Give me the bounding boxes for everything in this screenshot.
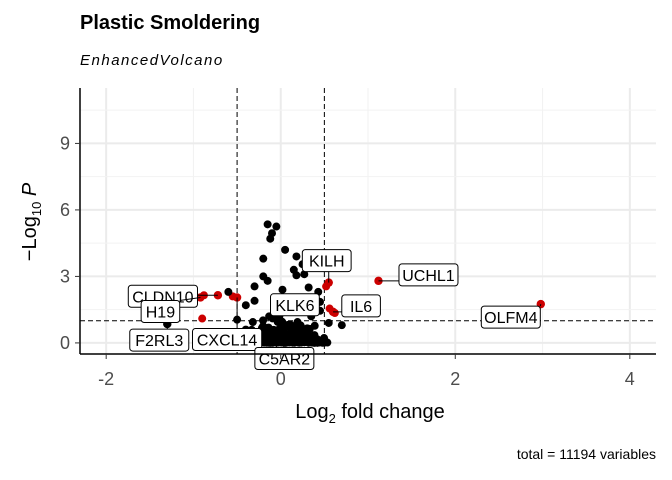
background-point <box>303 326 312 335</box>
background-point <box>259 316 268 325</box>
gene-label-group: H19 <box>140 296 201 323</box>
data-point <box>250 282 259 291</box>
data-point <box>224 287 233 296</box>
gene-label: KLK6 <box>275 298 314 315</box>
label-connector <box>179 296 201 301</box>
data-point <box>304 283 313 292</box>
background-point <box>293 318 302 327</box>
x-tick-label: -2 <box>98 369 114 389</box>
gene-label-group: CXCL14 <box>191 297 263 351</box>
data-points <box>163 220 545 343</box>
gene-label-group: KILH <box>301 249 352 283</box>
gene-label: UCHL1 <box>402 268 455 285</box>
background-point <box>310 321 319 330</box>
label-box <box>341 294 381 318</box>
chart-caption: total = 11194 variables <box>516 446 656 462</box>
gene-label-group: OLFM4 <box>480 304 542 329</box>
gene-label-group: F2RL3 <box>129 324 190 352</box>
data-point <box>266 234 275 243</box>
data-point <box>259 254 268 263</box>
data-point <box>250 296 259 305</box>
background-point <box>299 335 308 344</box>
data-point <box>324 318 333 327</box>
label-box <box>191 327 263 351</box>
x-axis-title: Log2 fold change <box>295 401 445 426</box>
labeled-data-point <box>232 293 242 302</box>
data-point <box>292 271 301 280</box>
label-box <box>398 263 459 287</box>
background-point <box>248 318 257 327</box>
data-point <box>278 285 287 294</box>
y-tick-label: 9 <box>60 133 70 153</box>
gene-label: H19 <box>146 304 175 321</box>
data-point <box>263 220 272 229</box>
label-box <box>129 328 190 352</box>
gene-label: KILH <box>309 254 345 271</box>
background-point <box>272 314 281 323</box>
background-point <box>262 338 271 347</box>
background-point <box>295 329 304 338</box>
gene-label-group: IL6 <box>333 294 381 318</box>
label-box <box>301 249 352 273</box>
x-tick-label: 0 <box>276 369 286 389</box>
chart-subtitle: EnhancedVolcano <box>80 52 224 69</box>
y-tick-label: 0 <box>60 333 70 353</box>
data-point <box>241 301 250 310</box>
gene-labels: OLFM4UCHL1KILHIL6KLK6CLDN10H19CXCL14F2RL… <box>127 249 542 370</box>
data-point <box>198 314 207 323</box>
background-point <box>285 336 294 345</box>
label-box <box>254 346 315 370</box>
data-point <box>337 321 346 330</box>
gene-label: CXCL14 <box>197 332 258 349</box>
label-box <box>140 299 181 323</box>
gene-label-group: KLK6 <box>270 293 320 317</box>
data-point <box>263 276 272 285</box>
gene-label: OLFM4 <box>484 310 537 327</box>
background-point <box>266 327 275 336</box>
gene-label: IL6 <box>350 299 372 316</box>
x-tick-label: 2 <box>450 369 460 389</box>
gene-label-group: UCHL1 <box>378 263 459 287</box>
y-tick-label: 6 <box>60 200 70 220</box>
data-point <box>272 222 281 231</box>
x-tick-label: 4 <box>625 369 635 389</box>
data-point <box>300 270 309 279</box>
chart-title: Plastic Smoldering <box>80 12 261 34</box>
labeled-data-point <box>328 307 338 317</box>
label-box <box>270 293 320 317</box>
label-connector <box>539 304 542 307</box>
data-point <box>281 245 290 254</box>
background-point <box>305 336 314 345</box>
y-tick-label: 3 <box>60 266 70 286</box>
background-point <box>320 334 329 343</box>
gene-label: C5AR2 <box>259 351 311 368</box>
label-box <box>480 305 541 329</box>
gene-label: F2RL3 <box>135 333 183 350</box>
gene-label-group: C5AR2 <box>254 338 315 370</box>
axes: -2 0 2 4 0 3 6 9 <box>60 88 656 389</box>
data-point <box>292 252 301 261</box>
y-axis-title: −Log10 P <box>19 182 44 261</box>
